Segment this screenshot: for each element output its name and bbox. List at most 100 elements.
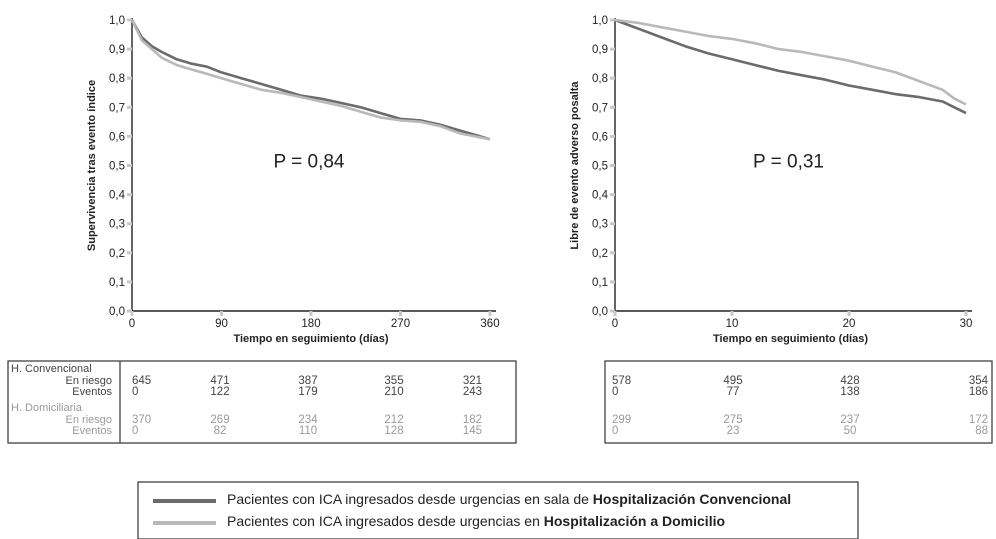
risk-value: 122 [210, 386, 229, 398]
x-tick [730, 311, 734, 316]
risk-table-border [7, 360, 517, 444]
risk-group-name: H. Domiciliaria [11, 402, 83, 414]
legend-border [137, 481, 859, 539]
y-tick [127, 280, 132, 284]
risk-value: 179 [298, 386, 317, 398]
risk-value: 355 [384, 375, 403, 387]
x-tick [488, 311, 492, 316]
series-line-dom [614, 18, 967, 106]
y-tick-label: 0,8 [592, 73, 608, 85]
y-tick [610, 47, 615, 51]
x-tick-label: 270 [391, 318, 410, 330]
legend-swatch-dom [153, 521, 216, 525]
x-tick-label: 20 [843, 318, 856, 330]
risk-value: 210 [384, 386, 403, 398]
risk-value: 370 [132, 414, 151, 426]
x-tick [220, 311, 223, 316]
risk-table-border [604, 360, 993, 444]
y-tick [610, 164, 615, 167]
risk-value: 321 [463, 375, 482, 387]
y-tick [127, 76, 132, 80]
x-tick-label: 180 [301, 318, 320, 330]
y-tick [127, 134, 132, 138]
x-tick [399, 311, 402, 316]
risk-value: 275 [723, 414, 742, 426]
x-tick-label: 10 [726, 318, 739, 330]
risk-value: 50 [844, 425, 857, 437]
risk-table: 578 495 428 354 0 77 138 186 299 275 237 172 0 23 50 88 [604, 360, 993, 444]
risk-group-name: H. Convencional [11, 363, 92, 375]
y-tick [610, 280, 615, 284]
y-tick-label: 0,3 [109, 219, 125, 231]
x-tick-label: 360 [480, 318, 499, 330]
y-tick [127, 193, 132, 197]
y-tick [610, 105, 615, 109]
y-tick-label: 0,1 [592, 277, 608, 289]
legend-bold-text: Hospitalización a Domicilio [544, 513, 725, 529]
risk-value: 645 [132, 375, 151, 387]
risk-value: 138 [840, 386, 859, 398]
series-line-conv [614, 18, 967, 115]
y-tick-label: 0,0 [109, 306, 125, 318]
y-tick [127, 222, 132, 226]
legend-item-conv: Pacientes con ICA ingresados desde urgen… [227, 491, 791, 507]
y-tick [610, 309, 615, 313]
risk-value: 212 [384, 414, 403, 426]
y-tick [610, 76, 615, 80]
legend-text: Pacientes con ICA ingresados desde urgen… [227, 513, 544, 529]
y-tick-label: 0,5 [592, 161, 608, 173]
y-tick [127, 164, 132, 167]
risk-value: 145 [463, 425, 482, 437]
y-tick-label: 0,2 [109, 248, 125, 260]
risk-value: 23 [727, 425, 740, 437]
x-tick [130, 311, 134, 316]
y-tick-label: 1,0 [592, 15, 608, 27]
p-value-annotation: P = 0,84 [274, 152, 345, 173]
risk-value: 172 [969, 414, 988, 426]
y-tick [127, 105, 132, 109]
risk-value: 88 [975, 425, 988, 437]
risk-value: 182 [463, 414, 482, 426]
y-tick [610, 134, 615, 138]
y-tick [127, 309, 132, 313]
risk-value: 471 [210, 375, 229, 387]
y-tick-label: 0,6 [592, 131, 608, 143]
legend-bold-text: Hospitalización Convencional [593, 491, 791, 507]
y-tick-label: 0,6 [109, 131, 125, 143]
y-tick [610, 193, 615, 197]
x-tick [309, 311, 313, 316]
risk-value: 0 [132, 425, 138, 437]
y-tick-label: 0,4 [592, 190, 609, 202]
chart-panel-2: 0,0 0,1 0,2 0,3 0,4 0,5 0,6 0,7 0,8 0,9 1,0 0 10 20 30… [569, 15, 993, 444]
y-tick-label: 0,8 [109, 73, 125, 85]
y-tick [127, 251, 132, 255]
y-tick [610, 251, 615, 255]
x-tick-label: 30 [960, 318, 973, 330]
y-axis-title: Libre de evento adverso posalta [569, 81, 581, 250]
chart-panel-1: 0,0 0,1 0,2 0,3 0,4 0,5 0,6 0,7 0,8 0,9 1,0 0 90 180 2… [7, 15, 517, 444]
legend-swatch-conv [153, 499, 216, 503]
y-tick-label: 0,0 [592, 306, 608, 318]
legend-text: Pacientes con ICA ingresados desde urgen… [227, 491, 593, 507]
y-tick-label: 0,2 [592, 248, 608, 260]
y-tick-label: 0,7 [592, 102, 608, 114]
risk-value: 0 [612, 425, 618, 437]
risk-value: 186 [969, 386, 988, 398]
y-axis-title: Supervivencia tras evento índice [86, 80, 98, 251]
y-tick-label: 0,7 [109, 102, 125, 114]
y-tick-label: 0,3 [592, 219, 608, 231]
risk-row-label: Eventos [72, 386, 112, 398]
risk-value: 128 [384, 425, 403, 437]
p-value-annotation: P = 0,31 [753, 152, 824, 173]
risk-value: 0 [612, 386, 618, 398]
risk-value: 77 [727, 386, 740, 398]
y-tick-label: 0,5 [109, 161, 125, 173]
y-tick-label: 0,9 [592, 44, 608, 56]
legend: Pacientes con ICA ingresados desde urgen… [137, 481, 859, 539]
risk-value: 495 [723, 375, 742, 387]
risk-value: 354 [969, 375, 989, 387]
x-axis-title: Tiempo en seguimiento (días) [713, 333, 868, 345]
risk-value: 110 [299, 425, 317, 437]
